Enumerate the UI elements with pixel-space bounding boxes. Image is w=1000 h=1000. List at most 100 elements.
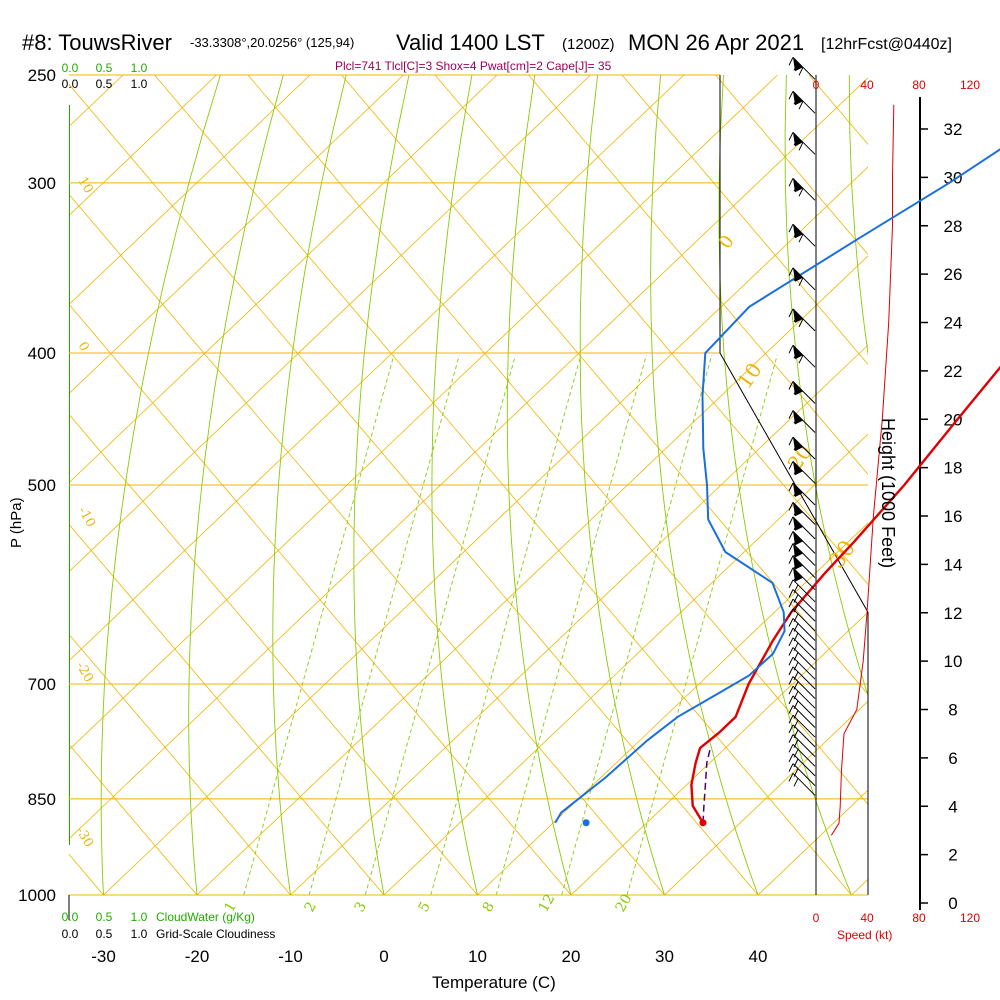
wind-barb [788, 656, 816, 680]
mixing-ratio-label: 2 [302, 899, 320, 915]
axes: -30 -20 -10 0 10 20 30 402503004005007008501000… [18, 61, 767, 966]
wind-barb [788, 734, 816, 757]
cloudwater-tick-bottom: 1.0 [131, 910, 148, 924]
wind-barb [788, 763, 816, 786]
utc-time: (1200Z) [562, 36, 615, 53]
speed-tick-label-top: 0 [813, 78, 820, 92]
isotherm-line [0, 75, 30, 895]
dry-adiabat-line [650, 75, 759, 895]
isotherm-label: 0 [75, 340, 92, 355]
x-tick-label: 10 [468, 947, 487, 966]
wind-barb [788, 579, 816, 603]
height-tick-label: 10 [944, 652, 963, 671]
cloudiness-tick-bottom: 0.5 [96, 927, 113, 941]
mixing-ratio-line [364, 354, 516, 895]
height-tick-label: 14 [944, 555, 963, 574]
moist-adiabat-line [0, 75, 10, 895]
height-tick-label: 18 [944, 459, 963, 478]
wind-barb [788, 598, 816, 622]
surface-dewpoint-point [582, 819, 590, 827]
speed-tick-label-bottom: 40 [860, 911, 874, 925]
mixing-ratio-line [430, 354, 582, 895]
isotherm-line [945, 75, 1000, 895]
mixing-ratio-label: 8 [480, 899, 498, 915]
surface-temperature-point [699, 819, 707, 827]
x-tick-label: 40 [749, 947, 768, 966]
cloudiness-tick-top: 1.0 [131, 77, 148, 91]
wind-barb [788, 90, 816, 114]
isotherm-line [69, 75, 498, 484]
mixing-ratio-label: 20 [613, 892, 636, 915]
height-tick-label: 2 [948, 846, 957, 865]
cloudwater-tick-bottom: 0.0 [62, 910, 79, 924]
cloudiness-tick-bottom: 0.0 [62, 927, 79, 941]
y-axis-title: P (hPa) [8, 497, 25, 548]
moist-adiabat-line [715, 75, 868, 256]
pressure-tick-label: 400 [28, 344, 56, 363]
wind-barb [788, 772, 816, 796]
height-tick-label: 20 [944, 410, 963, 429]
moist-adiabat-line [69, 523, 385, 895]
isotherm-label: -10 [75, 505, 98, 531]
height-tick-label: 32 [944, 120, 963, 139]
diagram-boundary [719, 75, 869, 895]
wind-barb [788, 555, 816, 578]
speed-tick-label-bottom: 0 [813, 911, 820, 925]
dry-adiabat-line [848, 75, 868, 357]
isotherm-label: 10 [732, 358, 766, 393]
x-tick-label: -20 [185, 947, 210, 966]
wind-barb [788, 724, 816, 748]
height-tick-label: 0 [948, 894, 957, 913]
sounding-indices: Plcl=741 Tlcl[C]=3 Shox=4 Pwat[cm]=2 Cap… [335, 59, 612, 73]
wind-barb [788, 410, 816, 433]
dry-adiabat-line [188, 75, 284, 895]
cloudwater-tick-top: 1.0 [131, 61, 148, 75]
wind-barb [788, 381, 816, 404]
height-axis-title: Height (1000 Feet) [878, 418, 898, 568]
mixing-ratio-label: 3 [352, 899, 370, 915]
isotherm-label: 0 [715, 231, 739, 252]
wind-barb [788, 460, 816, 484]
speed-tick-label-top: 80 [912, 78, 926, 92]
dry-adiabat-line [579, 75, 665, 895]
height-tick-label: 8 [948, 701, 957, 720]
height-tick-label: 26 [944, 265, 963, 284]
wind-barb [788, 676, 816, 699]
wind-speed-line [830, 104, 895, 836]
wind-barb [788, 695, 816, 719]
pressure-tick-label: 700 [28, 675, 56, 694]
mixing-ratio-label: 12 [536, 892, 559, 915]
pressure-tick-label: 1000 [18, 886, 56, 905]
x-tick-label: -10 [278, 947, 303, 966]
wind-barb [788, 56, 816, 80]
pressure-tick-label: 850 [28, 790, 56, 809]
cloudiness-tick-top: 0.5 [96, 77, 113, 91]
speed-tick-label-bottom: 80 [912, 911, 926, 925]
pressure-tick-label: 500 [28, 476, 56, 495]
height-tick-label: 28 [944, 217, 963, 236]
wind-barb [788, 543, 816, 566]
height-tick-label: 6 [948, 749, 957, 768]
wind-barb [788, 436, 816, 460]
wind-barb [788, 743, 816, 767]
speed-tick-label-bottom: 120 [960, 911, 980, 925]
wind-barb [788, 647, 816, 670]
wind-barb [788, 531, 816, 554]
moist-adiabat-line [69, 743, 198, 895]
moist-adiabat-line [621, 75, 868, 366]
dry-adiabat-line [272, 75, 347, 895]
isotherm-line [477, 522, 868, 895]
wind-barb [788, 753, 816, 777]
isotherm-label: 10 [75, 175, 96, 197]
wind-barb [788, 223, 816, 247]
isotherm-line [664, 700, 868, 895]
wind-barb [788, 267, 816, 291]
moist-adiabat-line [69, 633, 291, 895]
dry-adiabat-line [718, 75, 852, 895]
cloudiness-tick-top: 0.0 [62, 77, 79, 91]
x-tick-label: 0 [379, 947, 388, 966]
wind-barb [788, 637, 816, 661]
station-coords: -33.3308°,20.0256° (125,94) [190, 35, 354, 50]
isotherm-line [69, 75, 311, 306]
isobar-lines [69, 74, 869, 896]
